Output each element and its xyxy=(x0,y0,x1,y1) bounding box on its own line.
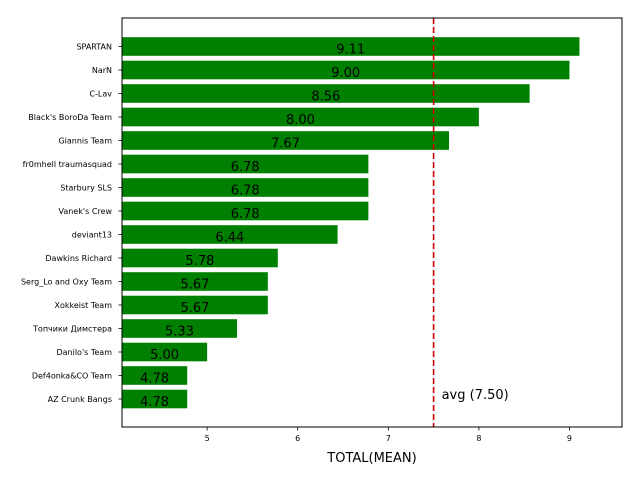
bar xyxy=(122,107,479,127)
x-ticks-group: 5 6 7 8 9 xyxy=(205,427,572,443)
bar-value-label: 9.00 xyxy=(331,66,360,81)
bar xyxy=(122,84,530,103)
bar xyxy=(122,201,369,221)
bar-value-label: 8.56 xyxy=(311,90,340,105)
plot-frame xyxy=(121,17,623,428)
bar-value-label: 8.00 xyxy=(286,113,315,128)
category-label: Def4onka&CO Team xyxy=(32,372,112,381)
bar-value-label: 5.67 xyxy=(180,301,209,316)
category-label: Vanek's Crew xyxy=(59,207,113,216)
category-label: Black's BoroDa Team xyxy=(28,113,112,122)
bar-value-label: 6.78 xyxy=(231,207,260,222)
bar-value-label: 5.67 xyxy=(180,278,209,293)
bar xyxy=(122,131,449,150)
x-tick-label: 8 xyxy=(476,434,481,443)
bar xyxy=(122,389,188,409)
bar-value-label: 4.78 xyxy=(140,372,169,387)
bar xyxy=(122,272,268,291)
x-tick-label: 7 xyxy=(386,434,391,443)
bar xyxy=(122,248,278,268)
bar-value-label: 9.11 xyxy=(336,43,365,58)
category-label: AZ Crunk Bangs xyxy=(48,395,112,404)
category-label: Starbury SLS xyxy=(60,184,112,193)
bar xyxy=(122,37,580,56)
bar-value-label: 5.33 xyxy=(165,325,194,340)
value-labels-group: 9.11 9.00 8.56 8.00 7.67 6.78 6.78 6.78 6.445.78… xyxy=(140,43,365,411)
category-labels-group: SPARTAN NarN C-Lav Black's BoroDa Team Giann… xyxy=(21,43,122,404)
category-label: C-Lav xyxy=(89,90,112,99)
x-tick-label: 6 xyxy=(295,434,300,443)
category-label: deviant13 xyxy=(72,231,112,240)
bar-value-label: 6.44 xyxy=(215,231,244,246)
bars-group xyxy=(122,37,580,409)
average-label: avg (7.50) xyxy=(442,388,509,403)
category-label: NarN xyxy=(92,66,112,75)
x-tick-label: 9 xyxy=(567,434,572,443)
category-label: fr0mhell traumasquad xyxy=(23,160,112,169)
bar xyxy=(122,366,188,385)
bar xyxy=(122,154,369,174)
x-axis-title: TOTAL(MEAN) xyxy=(326,451,416,466)
category-label: Топчики Димстера xyxy=(32,325,112,334)
bar xyxy=(122,225,338,244)
category-label: Xokkeist Team xyxy=(55,301,113,310)
x-tick-label: 5 xyxy=(205,434,210,443)
bar-value-label: 4.78 xyxy=(140,395,169,410)
bar-value-label: 6.78 xyxy=(231,184,260,199)
category-label: Serg_Lo and Oxy Team xyxy=(21,278,112,287)
category-label: Giannis Team xyxy=(58,137,112,146)
bar-value-label: 6.78 xyxy=(231,160,260,175)
category-label: SPARTAN xyxy=(76,43,112,52)
category-label: Dawkins Richard xyxy=(45,254,112,263)
bar-value-label: 5.00 xyxy=(150,348,179,363)
category-label: Danilo's Team xyxy=(56,348,112,357)
bar xyxy=(122,60,570,80)
bar xyxy=(122,295,268,315)
bar xyxy=(122,178,369,197)
bar-value-label: 7.67 xyxy=(271,137,300,152)
bar xyxy=(122,319,238,338)
bar xyxy=(122,342,208,362)
bar-value-label: 5.78 xyxy=(185,254,214,269)
